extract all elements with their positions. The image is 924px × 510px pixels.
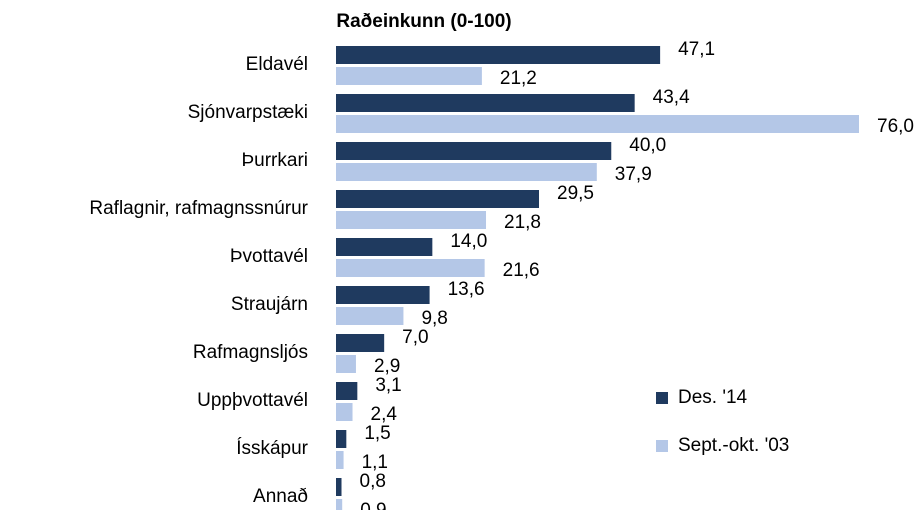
- value-label: 3,1: [375, 375, 401, 396]
- bar: [336, 355, 356, 373]
- bar: [336, 211, 487, 229]
- category-label: Þurrkari: [241, 150, 308, 171]
- value-label: 40,0: [629, 135, 666, 156]
- value-label: 7,0: [402, 327, 428, 348]
- bar: [336, 499, 343, 510]
- bar: [336, 478, 342, 496]
- value-label: 13,6: [448, 279, 485, 300]
- bar: [336, 451, 344, 469]
- value-label: 1,5: [364, 423, 390, 444]
- bar: [336, 190, 540, 208]
- legend-swatch: [656, 392, 668, 404]
- value-label: 21,8: [504, 212, 541, 233]
- value-label: 76,0: [877, 116, 914, 137]
- value-label: 14,0: [450, 231, 487, 252]
- bar: [336, 115, 859, 133]
- category-label: Straujárn: [231, 294, 308, 315]
- chart-title: Raðeinkunn (0-100): [336, 11, 511, 32]
- category-label: Eldavél: [246, 54, 308, 75]
- bar: [336, 307, 404, 325]
- bar: [336, 142, 612, 160]
- value-label: 43,4: [653, 87, 690, 108]
- value-label: 29,5: [557, 183, 594, 204]
- category-label: Raflagnir, rafmagnssnúrur: [89, 198, 308, 219]
- category-label: Sjónvarpstæki: [188, 102, 308, 123]
- category-label: Rafmagnsljós: [193, 342, 308, 363]
- value-label: 0,8: [360, 471, 386, 492]
- bar: [336, 286, 430, 304]
- bar: [336, 334, 385, 352]
- bar: [336, 46, 661, 64]
- category-label: Uppþvottavél: [197, 390, 308, 411]
- value-label: 1,1: [362, 452, 388, 473]
- bar: [336, 403, 353, 421]
- legend-label: Des. '14: [678, 387, 748, 408]
- value-label: 37,9: [615, 164, 652, 185]
- value-label: 9,8: [421, 308, 447, 329]
- bar: [336, 430, 347, 448]
- value-label: 2,4: [371, 404, 398, 425]
- bar: [336, 382, 358, 400]
- category-label: Annað: [253, 486, 308, 507]
- bar: [336, 259, 485, 277]
- bar: [336, 163, 597, 181]
- bar: [336, 238, 433, 256]
- value-label: 21,2: [500, 68, 537, 89]
- category-label: Þvottavél: [230, 246, 308, 267]
- bar: [336, 67, 482, 85]
- bar: [336, 94, 635, 112]
- value-label: 47,1: [678, 39, 715, 60]
- value-label: 21,6: [503, 260, 540, 281]
- category-label: Ísskápur: [236, 438, 308, 459]
- legend-label: Sept.-okt. '03: [678, 435, 789, 456]
- value-label: 0,9: [360, 500, 386, 510]
- value-label: 2,9: [374, 356, 400, 377]
- legend-swatch: [656, 440, 668, 452]
